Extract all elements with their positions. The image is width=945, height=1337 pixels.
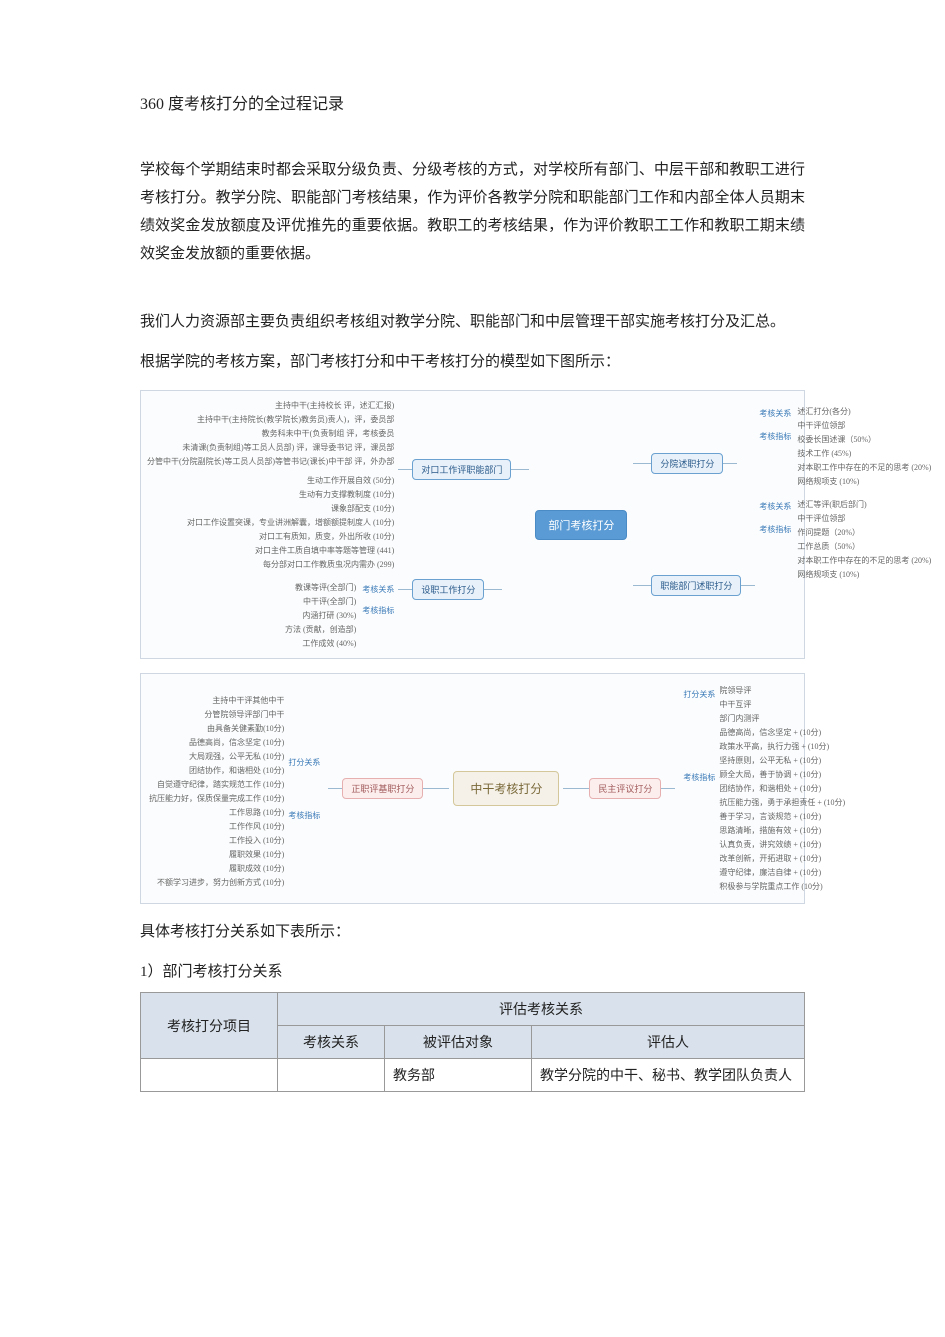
d2-l-rel2: 考核指标 <box>288 809 320 822</box>
d1-r1-a1: 中干评位领部 <box>797 419 931 432</box>
td-c2 <box>278 1059 385 1092</box>
d1-l2-i1b: 中干评(全部门) <box>303 595 356 608</box>
d1-r1-rel2: 考核指标 <box>759 430 791 443</box>
d2-l-r2-2: 团结协作，和谐相处 (10分) <box>189 764 284 777</box>
td-c1 <box>141 1059 278 1092</box>
d1-l1s-3: 对口工作设置突课，专业讲洲解囊，增额额提制度人 (10分) <box>187 516 394 529</box>
d2-r-rel1: 打分关系 <box>683 688 715 701</box>
d1-l1s-2: 课象部配支 (10分) <box>331 502 394 515</box>
d1-l2-i2a: 内涵打研 (30%) <box>302 609 356 622</box>
d2-l-r1-0: 主持中干评其他中干 <box>212 694 284 707</box>
d1-r2-b1: 工作总质（50%） <box>797 540 931 553</box>
scoring-relations-table: 考核打分项目 评估考核关系 考核关系 被评估对象 评估人 教务部 教学分院的中干… <box>140 992 805 1092</box>
d2-r-r1-0: 院领导评 <box>719 684 845 697</box>
d2-l-r2-6: 工作作风 (10分) <box>229 820 284 833</box>
d2-l-r2-3: 自觉遵守纪律，踏实规范工作 (10分) <box>157 778 284 791</box>
page-title: 360 度考核打分的全过程记录 <box>140 90 805 114</box>
paragraph-5: 1）部门考核打分关系 <box>140 958 805 986</box>
d2-r-r2-4: 团结协作，和谐相处 + (10分) <box>719 782 845 795</box>
table-row: 考核打分项目 评估考核关系 <box>141 993 805 1026</box>
diagram-cadre-scoring: 主持中干评其他中干 分管院领导评部门中干 由具备关健素勤(10分) 品德高尚，信… <box>140 673 805 904</box>
d1-r2-a1: 中干评位领部 <box>797 512 931 525</box>
d2-r-r2-9: 改革创新，开拓进取 + (10分) <box>719 852 845 865</box>
d1-l2-i2c: 工作成效 (40%) <box>302 637 356 650</box>
d2-r-rel2: 考核指标 <box>683 771 715 784</box>
d2-r-r2-5: 抗压能力强，勇于承担责任 + (10分) <box>719 796 845 809</box>
d1-l1-i3: 未清课(负责制组)等工员人员部) 评，课导委书记 评，课员部 <box>182 441 394 454</box>
d2-l-r2-4: 抗压能力好，保质保量完成工作 (10分) <box>149 792 284 805</box>
d1-r1-b2: 网络规项支 (10%) <box>797 475 931 488</box>
d1-l1s-4: 对口工有质知，质变，外出所收 (10分) <box>259 530 394 543</box>
d1-l1-i4: 分管中干(分院副院长)等工员人员部)等管书记(课长)中干部 评，外办部 <box>147 455 394 468</box>
d1-l2-rel2: 考核指标 <box>362 604 394 617</box>
d1-r1-rel1: 考核关系 <box>759 407 791 420</box>
d2-l-r2-9: 履职成效 (10分) <box>229 862 284 875</box>
d2-r-r2-7: 思路清晰，措施有效 + (10分) <box>719 824 845 837</box>
d1-right-node1: 分院述职打分 <box>651 453 723 474</box>
d2-l-r2-8: 履职效果 (10分) <box>229 848 284 861</box>
d2-r-r2-10: 遵守纪律，廉洁自律 + (10分) <box>719 866 845 879</box>
d2-r-r2-8: 认真负责，讲究效绩 + (10分) <box>719 838 845 851</box>
d2-l-r1-1: 分管院领导评部门中干 <box>204 708 284 721</box>
d1-r2-b0: 作问提题（20%） <box>797 526 931 539</box>
td-c4: 教学分院的中干、秘书、教学团队负责人 <box>532 1059 805 1092</box>
d1-l1-i0: 主持中干(主持校长 评，述汇汇报) <box>275 399 394 412</box>
d1-l2-rel1: 考核关系 <box>362 583 394 596</box>
d2-r-r2-3: 顾全大局，善于协调 + (10分) <box>719 768 845 781</box>
d1-l1s-1: 生动有力支撑教制度 (10分) <box>299 488 394 501</box>
d1-right-node2: 职能部门述职打分 <box>651 575 741 596</box>
th-sub3: 评估人 <box>532 1026 805 1059</box>
th-project: 考核打分项目 <box>141 993 278 1059</box>
d1-l2-i1a: 教课等评(全部门) <box>295 581 356 594</box>
d2-left-node: 正职评基职打分 <box>342 778 423 799</box>
d1-left-node1: 对口工作评职能部门 <box>412 459 511 480</box>
d2-l-r2-5: 工作思路 (10分) <box>229 806 284 819</box>
d1-l1-i2: 教务科未中干(负责制组 评，考核委员 <box>262 427 395 440</box>
d2-l-r2-10: 不额学习进步，努力创新方式 (10分) <box>157 876 284 889</box>
table-row: 教务部 教学分院的中干、秘书、教学团队负责人 <box>141 1059 805 1092</box>
d2-l-r1-2: 由具备关健素勤(10分) <box>207 722 284 735</box>
d1-r1-b0: 技术工作 (45%) <box>797 447 931 460</box>
d1-r2-rel1: 考核关系 <box>759 500 791 513</box>
th-relation: 评估考核关系 <box>278 993 805 1026</box>
d2-r-r2-1: 政策水平高，执行力强 + (10分) <box>719 740 845 753</box>
diagram-dept-scoring: 主持中干(主持校长 评，述汇汇报) 主持中干(主持院长(教学院长)教务员)责人)… <box>140 390 805 659</box>
th-sub1: 考核关系 <box>278 1026 385 1059</box>
d1-r1-a2: 校委长国述课（50%） <box>797 433 931 446</box>
d2-r-r1-1: 中干互评 <box>719 698 845 711</box>
d1-l1s-5: 对口主件工质自填中率等题等管理 (441) <box>255 544 394 557</box>
d2-r-r2-2: 坚持原则，公平无私 + (10分) <box>719 754 845 767</box>
th-sub2: 被评估对象 <box>385 1026 532 1059</box>
d1-r2-rel2: 考核指标 <box>759 523 791 536</box>
d1-l1s-6: 每分部对口工作教质虫况内需办 (299) <box>263 558 394 571</box>
d2-r-r2-6: 善于学习，言谈规范 + (10分) <box>719 810 845 823</box>
d1-r2-b3: 网络规项支 (10%) <box>797 568 931 581</box>
d1-r2-a0: 述汇等评(职后部门) <box>797 498 931 511</box>
d1-left-node2: 设职工作打分 <box>412 579 484 600</box>
d2-center-node: 中干考核打分 <box>453 771 559 806</box>
paragraph-1: 学校每个学期结束时都会采取分级负责、分级考核的方式，对学校所有部门、中层干部和教… <box>140 156 805 268</box>
d2-r-r1-2: 部门内测评 <box>719 712 845 725</box>
d2-l-r2-1: 大局观强，公平无私 (10分) <box>189 750 284 763</box>
d2-r-r2-11: 积极参与学院重点工作 (10分) <box>719 880 845 893</box>
d1-r1-b1: 对本职工作中存在的不足的思考 (20%) <box>797 461 931 474</box>
td-c3: 教务部 <box>385 1059 532 1092</box>
paragraph-3: 根据学院的考核方案，部门考核打分和中干考核打分的模型如下图所示： <box>140 348 805 376</box>
d2-l-r2-7: 工作投入 (10分) <box>229 834 284 847</box>
d2-l-r2-0: 品德高尚，信念坚定 (10分) <box>189 736 284 749</box>
d1-r1-a0: 述汇打分(各分) <box>797 405 931 418</box>
d1-r2-b2: 对本职工作中存在的不足的思考 (20%) <box>797 554 931 567</box>
d2-l-rel1: 打分关系 <box>288 756 320 769</box>
d1-center-node: 部门考核打分 <box>535 510 627 540</box>
d1-l2-i2b: 方法 (贡献，创造部) <box>285 623 356 636</box>
d2-right-node: 民主评议打分 <box>589 778 661 799</box>
paragraph-4: 具体考核打分关系如下表所示： <box>140 918 805 946</box>
d2-r-r2-0: 品德高尚，信念坚定 + (10分) <box>719 726 845 739</box>
paragraph-2: 我们人力资源部主要负责组织考核组对教学分院、职能部门和中层管理干部实施考核打分及… <box>140 308 805 336</box>
d1-l1-i1: 主持中干(主持院长(教学院长)教务员)责人)，评，委员部 <box>197 413 394 426</box>
d1-l1s-0: 生动工作开展自效 (50分) <box>307 474 394 487</box>
